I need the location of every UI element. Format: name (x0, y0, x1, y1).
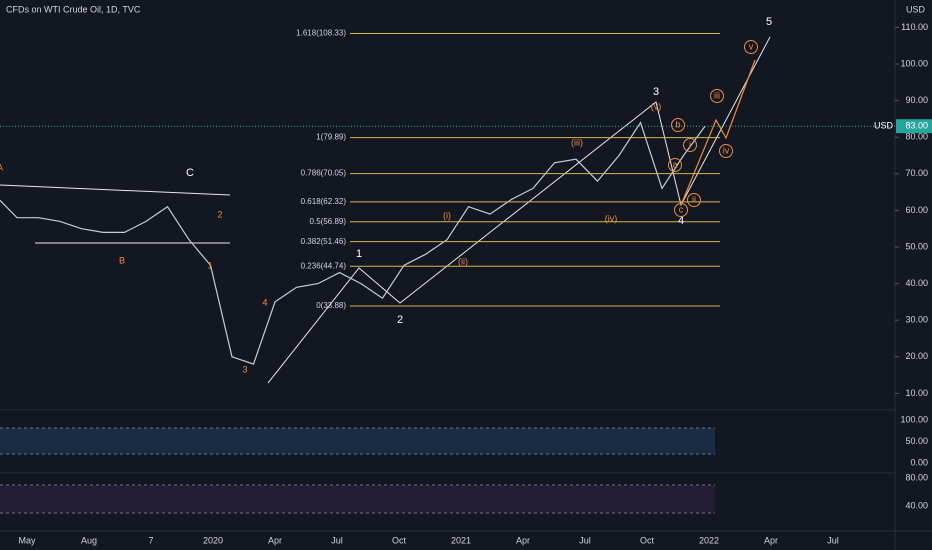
osc2-tick-label: 80.00 (905, 472, 928, 482)
y-tick-label: 90.00 (905, 95, 928, 105)
y-tick-label: 60.00 (905, 205, 928, 215)
price-line (0, 121, 706, 365)
x-tick-label: Apr (764, 535, 778, 545)
wave-circle (683, 138, 697, 152)
wave-label: A (0, 162, 3, 172)
wave-label: C (186, 167, 194, 179)
x-tick-label: 2022 (699, 535, 719, 545)
osc1-tick-label: 100.00 (900, 414, 928, 424)
wave-circle (710, 89, 724, 103)
wave-label: b (675, 119, 680, 129)
chart-title: CFDs on WTI Crude Oil, 1D, TVC (6, 4, 141, 14)
wave-label: 3 (242, 364, 247, 374)
y-tick-label: 80.00 (905, 132, 928, 142)
y-tick-label: 30.00 (905, 315, 928, 325)
x-tick-label: Aug (81, 535, 97, 545)
wave-circle (744, 40, 758, 54)
fib-label: 0.618(62.32) (301, 197, 347, 206)
wave-label: 4 (262, 297, 267, 307)
wave-circle (671, 118, 685, 132)
wave-label: i (689, 139, 691, 149)
wave-label: 3 (653, 86, 659, 98)
x-tick-label: Jul (331, 535, 343, 545)
x-tick-label: 2021 (451, 535, 471, 545)
wave-label: iv (723, 145, 730, 155)
fib-label: 1.618(108.33) (296, 29, 346, 38)
wave-label: v (749, 41, 754, 51)
wave-label: (iv) (605, 213, 618, 223)
fib-label: 0(33.88) (316, 301, 346, 310)
y-tick-label: 110.00 (901, 22, 928, 32)
price-tag-label: 83.00 (905, 121, 928, 131)
wave-label: 2 (397, 314, 403, 326)
osc1-tick-label: 50.00 (905, 436, 928, 446)
x-tick-label: Oct (392, 535, 407, 545)
currency: USD (906, 4, 926, 14)
price-tag (896, 119, 932, 134)
wave-trendline (267, 36, 771, 384)
subwave-trendline (680, 59, 756, 206)
wave-circle (687, 193, 701, 207)
x-tick-label: Jul (827, 535, 839, 545)
x-tick-label: 7 (148, 535, 153, 545)
y-tick-label: 100.00 (900, 58, 928, 68)
fib-label: 0.786(70.05) (301, 169, 347, 178)
x-tick-label: Apr (516, 535, 530, 545)
x-tick-label: May (18, 535, 36, 545)
wave-circle (674, 203, 688, 217)
wave-label: B (119, 255, 125, 265)
wave-label: 4 (678, 215, 684, 227)
y-tick-label: 20.00 (905, 351, 928, 361)
wave-label: (v) (651, 101, 662, 111)
x-tick-label: 2020 (203, 535, 223, 545)
fib-label: 0.5(56.89) (310, 217, 347, 226)
wave-label: iii (714, 90, 720, 100)
wave-label: (iii) (571, 137, 583, 147)
osc-band (0, 485, 715, 513)
fib-label: 0.382(51.46) (301, 237, 347, 246)
osc-band (0, 428, 715, 454)
wave-circle (668, 158, 682, 172)
wave-label: 1 (207, 260, 212, 270)
wave-label: ii (692, 194, 696, 204)
wave-label: (i) (443, 210, 451, 220)
osc1-tick-label: 0.00 (910, 457, 928, 467)
y-tick-label: 10.00 (905, 388, 928, 398)
wave-label: a (672, 159, 677, 169)
x-tick-label: Apr (268, 535, 282, 545)
fib-label: 1(79.89) (316, 133, 346, 142)
osc2-tick-label: 40.00 (905, 500, 928, 510)
wave-label: c (679, 204, 684, 214)
wave-label: 5 (766, 16, 772, 28)
y-tick-label: 40.00 (905, 278, 928, 288)
x-tick-label: Oct (640, 535, 655, 545)
price-tag-currency: USD (874, 121, 894, 131)
y-tick-label: 50.00 (905, 241, 928, 251)
wave-label: 1 (356, 248, 362, 260)
x-tick-label: Jul (579, 535, 591, 545)
y-tick-label: 70.00 (905, 168, 928, 178)
wave-label: 2 (217, 209, 222, 219)
triangle-line (0, 184, 231, 196)
wave-circle (719, 144, 733, 158)
wave-label: (ii) (458, 256, 468, 266)
fib-label: 0.236(44.74) (301, 261, 347, 270)
